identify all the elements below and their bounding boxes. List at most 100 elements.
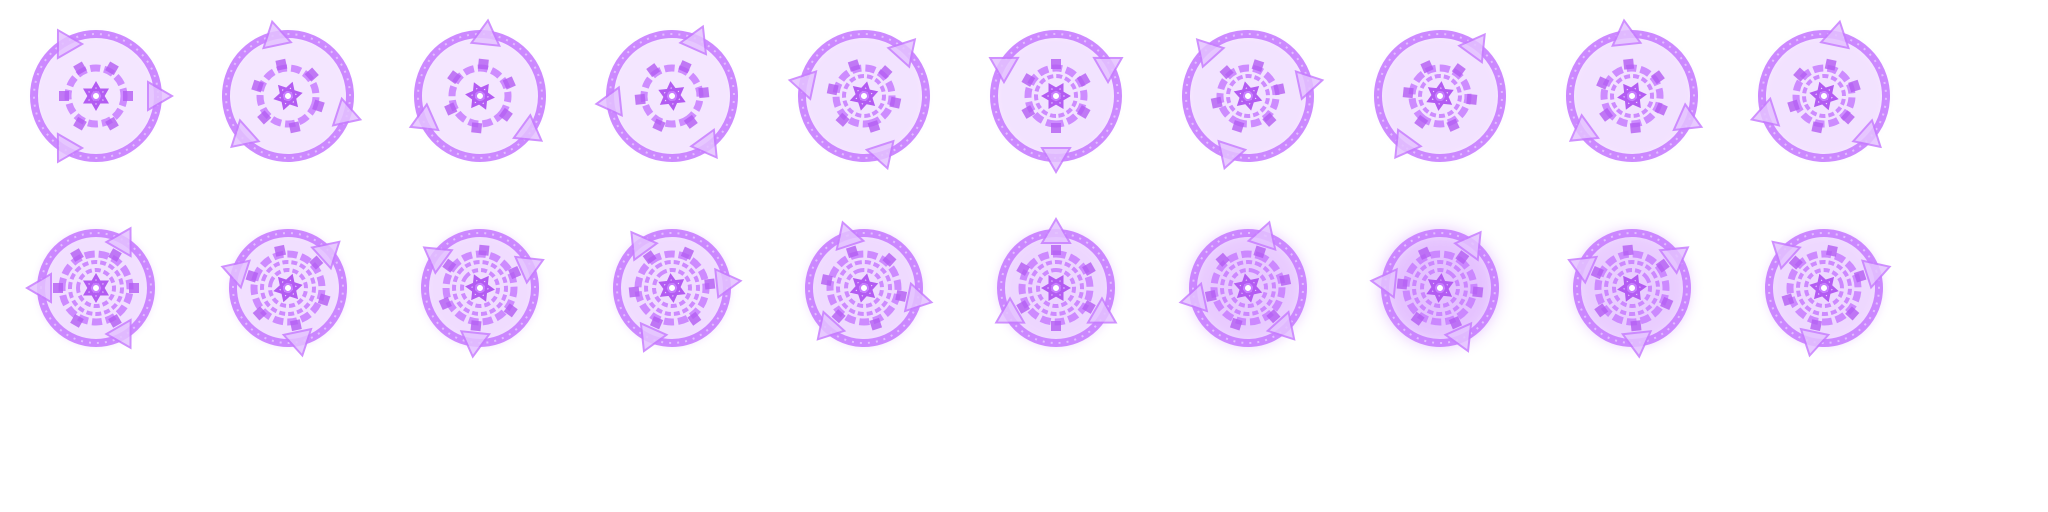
core-dot [667,91,677,101]
inner-glyph-ring [68,260,124,316]
core-dot [1051,91,1061,101]
rune-triangle [104,226,132,258]
core-dot [859,91,869,101]
rune-block [1420,60,1434,74]
core-dot [1627,283,1637,293]
magic-circle-icon [1749,19,1890,162]
rune-block [274,244,287,257]
magic-circle-frame [1344,0,1536,192]
rune-triangle [310,240,341,271]
rune-triangle [1040,147,1072,174]
rune-triangle [639,321,669,353]
hexagram-down [659,81,686,105]
rune-group [1749,19,1890,162]
rune-block [470,320,482,332]
rune-block [869,317,883,331]
rune-triangle [1851,118,1882,149]
inner-glyph-ring [644,260,700,316]
rune-triangle [513,255,545,285]
rune-block [1787,99,1800,113]
hexagram-up [1809,84,1835,111]
rune-triangle [886,38,917,69]
rune-block [1811,121,1824,134]
magic-circle-frame [0,192,192,384]
rune-block [835,112,850,127]
magic-circle-icon [1182,30,1325,171]
magic-circle-frame [192,192,384,384]
magic-circle-icon [222,19,363,162]
rune-triangle [864,139,895,171]
rune-triangle [25,272,52,304]
magic-circle-icon [220,229,347,358]
hexagram-up [1040,275,1064,301]
core-dot [1819,91,1829,101]
rune-block [288,121,301,134]
magic-circle-icon [787,30,930,171]
core-dot [1051,283,1061,293]
rune-block [252,306,267,321]
hexagram-up [273,81,299,108]
inner-glyph-ring [1028,260,1084,316]
magic-circle-icon [1567,229,1691,359]
rune-triangle [1771,240,1802,271]
rune-block [1650,70,1665,85]
hexagram-down [1048,275,1072,301]
rune-group [594,24,738,162]
rune-block [1076,73,1091,87]
magic-circle-frame [192,0,384,192]
rune-block [312,99,325,113]
rune-block [687,311,702,326]
rune-block [1402,87,1414,99]
hexagram-up [1617,82,1641,109]
magic-circle-icon [805,220,934,347]
rune-group [1765,229,1892,358]
hexagram-up [658,87,685,111]
magic-circle-frame [1344,192,1536,384]
rune-block [59,91,69,101]
rune-triangle [408,102,440,132]
rune-triangle [1086,296,1118,324]
hexagram-up [83,80,109,104]
rune-block [73,61,87,76]
rune-triangle [1620,330,1653,359]
rune-group [805,220,934,347]
rune-triangle [1799,327,1831,358]
rune-block [108,248,122,262]
rune-triangle [1195,38,1226,69]
rune-block [1229,317,1243,331]
hexagram-up [83,280,109,304]
magic-circle-icon [994,217,1118,347]
rune-block [257,110,272,125]
rune-block [1781,293,1795,307]
rune-triangle [689,128,718,160]
hexagram-up [1048,83,1072,109]
rune-block [683,114,698,129]
rune-block [1051,59,1061,69]
rune-block [878,65,893,80]
hexagram-up [277,276,303,303]
magic-circle-frame [768,192,960,384]
rune-block [503,303,518,318]
hexagram-up [471,274,495,301]
inner-glyph-ring [1036,268,1076,308]
magic-circle-icon [30,28,174,164]
rune-block [1417,246,1432,260]
rune-triangle [1453,230,1482,262]
rune-group [1567,229,1691,359]
magic-circle-icon [1566,18,1704,162]
rune-block [1082,300,1096,314]
rune-block [1594,303,1609,318]
rune-triangle [903,281,934,313]
inner-glyph-ring [1804,268,1844,308]
inner-glyph-ring [844,268,884,308]
hexagram-down [1623,83,1647,110]
rune-block [478,244,490,256]
hexagram-up [1236,81,1263,107]
rune-block [1623,58,1635,70]
rune-block [304,67,319,82]
rune-block [1446,118,1460,132]
rune-block [1654,102,1668,116]
rune-block [1016,300,1030,314]
rune-block [105,61,119,76]
rune-block [847,59,861,72]
